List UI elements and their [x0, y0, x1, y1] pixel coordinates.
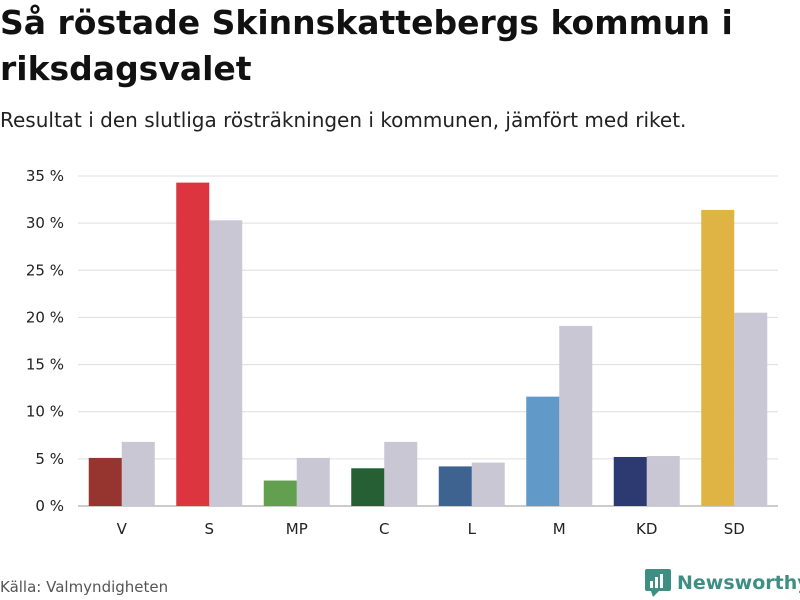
y-tick-label: 0 % [35, 497, 64, 515]
x-tick-label: M [553, 520, 566, 538]
bar-kommun-l [438, 466, 472, 506]
bar-riket-m [559, 325, 593, 506]
y-tick-label: 15 % [26, 356, 64, 374]
x-tick-label: MP [286, 520, 308, 538]
brand-logo: Newsworthy [645, 569, 800, 597]
bar-kommun-m [526, 396, 560, 506]
chart-subtitle: Resultat i den slutliga rösträkningen i … [0, 108, 687, 132]
brand-name: Newsworthy [677, 572, 800, 594]
y-tick-label: 10 % [26, 403, 64, 421]
y-tick-label: 20 % [26, 308, 64, 326]
bar-kommun-v [88, 457, 122, 506]
bar-riket-l [471, 462, 505, 506]
bar-kommun-s [176, 182, 210, 506]
bar-riket-c [384, 441, 418, 506]
bar-riket-sd [734, 312, 768, 506]
y-tick-label: 25 % [26, 261, 64, 279]
bar-kommun-kd [613, 456, 647, 506]
bar-kommun-c [351, 468, 385, 506]
y-tick-label: 30 % [26, 214, 64, 232]
newsworthy-logo-icon [645, 569, 671, 597]
source-note: Källa: Valmyndigheten [0, 578, 169, 596]
bar-riket-mp [296, 457, 330, 506]
bar-kommun-sd [701, 209, 735, 506]
bar-riket-s [209, 220, 243, 507]
x-tick-label: L [468, 520, 477, 538]
x-tick-label: SD [724, 520, 745, 538]
x-tick-label: V [117, 520, 128, 538]
bar-riket-v [121, 441, 155, 506]
bar-kommun-mp [263, 480, 297, 506]
chart-title: Så röstade Skinnskattebergs kommun i rik… [0, 3, 733, 88]
bar-riket-kd [646, 456, 680, 506]
y-tick-label: 35 % [26, 167, 64, 185]
x-tick-label: S [204, 520, 214, 538]
bar-chart: 0 % 5 % 10 % 15 % 20 % 25 % 30 % 35 % V S MP C L M KD S… [26, 167, 778, 538]
y-tick-label: 5 % [35, 450, 64, 468]
x-tick-label: C [379, 520, 389, 538]
x-tick-label: KD [636, 520, 657, 538]
